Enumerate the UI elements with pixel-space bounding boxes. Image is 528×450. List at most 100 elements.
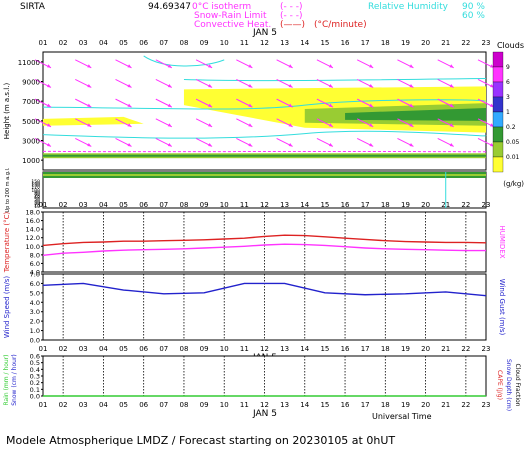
wind-arrowhead <box>449 103 454 108</box>
temperature-panel-tick-label: 14.0 <box>26 226 40 234</box>
wind-arrowhead <box>328 103 333 108</box>
hour-tick-label: 22 <box>461 201 470 209</box>
hour-tick-label: 11 <box>240 401 249 409</box>
wind-arrowhead <box>369 103 374 108</box>
hour-tick-label: 02 <box>59 39 68 47</box>
hour-tick-label: 21 <box>441 39 450 47</box>
hour-tick-label: 17 <box>361 39 370 47</box>
wind-axis-label: Wind Speed (m/s) <box>3 276 11 339</box>
wind-arrowhead <box>208 83 213 88</box>
temperature-panel-tick-label: 4.0 <box>30 269 40 277</box>
hour-tick-label: 17 <box>361 201 370 209</box>
temperature-panel-tick-label: 10.0 <box>26 243 40 251</box>
hour-tick-label: 08 <box>179 345 188 353</box>
site-coord: 94.69347 <box>148 2 191 12</box>
low-height-tick-label: 90 <box>34 190 40 196</box>
rain-panel-tick-label: 0.6 <box>30 353 40 361</box>
wind-arrowhead <box>127 123 132 127</box>
height-tick-label: 9000 <box>22 79 40 87</box>
wind-arrowhead <box>288 64 293 68</box>
hour-tick-label: 19 <box>401 39 410 47</box>
hour-tick-label: 21 <box>441 401 450 409</box>
hour-tick-label: 22 <box>461 39 470 47</box>
wind-panel-tick-label: 1.0 <box>30 327 40 335</box>
temperature-panel-series-temperature <box>42 234 487 247</box>
lowlevel-cloud-band <box>43 174 486 176</box>
colorbar-label: 0.2 <box>506 124 516 131</box>
hour-tick-label: 22 <box>461 401 470 409</box>
wind-arrowhead <box>167 64 172 68</box>
hour-tick-label: 13 <box>280 345 289 353</box>
temperature-panel-tick-label: 6.0 <box>30 260 40 268</box>
rain-panel-tick-label: 0.1 <box>30 386 40 394</box>
wind-panel-tick-label: 4.0 <box>30 299 40 307</box>
hour-tick-label: 06 <box>139 39 148 47</box>
colorbar-cell <box>492 66 504 83</box>
wind-arrowhead <box>248 64 253 68</box>
hour-tick-label: 09 <box>200 345 209 353</box>
hour-tick-label: 18 <box>381 201 390 209</box>
colorbar-cell <box>492 126 504 143</box>
header: SIRTA 94.69347 0°C isotherm (- - -) Snow… <box>20 2 485 30</box>
wind-panel-tick-label: 6.0 <box>30 280 40 288</box>
temperature-panel-tick-label: 12.0 <box>26 234 40 242</box>
rain-axis-label: Rain (mm / hour) <box>3 354 10 405</box>
wind-arrowhead <box>87 103 92 108</box>
low-height-tick-label: 60 <box>34 195 40 201</box>
snowrain-legend-key: (- - -) <box>280 11 303 21</box>
hour-tick-label: 14 <box>300 345 309 353</box>
hour-tick-label: 19 <box>401 201 410 209</box>
lowlevel-axis-label: Up to 200 m a.g.l. <box>5 167 11 212</box>
cloudfraction-axis-label: Cloud Fraction <box>514 364 521 407</box>
wind-arrowhead <box>167 123 172 127</box>
low-height-tick-label: 30 <box>34 201 40 207</box>
colorbar-label: 9 <box>506 64 510 71</box>
wind-arrowhead <box>288 103 293 108</box>
wind-arrowhead <box>127 64 132 68</box>
wind-arrowhead <box>248 123 253 127</box>
hour-tick-label: 08 <box>179 39 188 47</box>
hour-tick-label: 17 <box>361 401 370 409</box>
hour-tick-label: 01 <box>39 345 48 353</box>
hour-tick-label: 23 <box>482 345 491 353</box>
hour-tick-label: 10 <box>220 345 229 353</box>
height-tick-label: 5000 <box>22 118 40 126</box>
snow-axis-label: Snow (cm / hour) <box>11 354 18 406</box>
colorbar-label: 3 <box>506 94 510 101</box>
cloud-patch <box>43 116 144 126</box>
date-label: JAN 5 <box>252 409 277 419</box>
hour-tick-label: 04 <box>99 39 108 47</box>
colorbar-cell <box>492 141 504 158</box>
isotherm-legend-key: (- - -) <box>280 2 303 12</box>
low-height-tick-label: 130 <box>31 183 40 189</box>
wind-arrowhead <box>369 142 374 147</box>
low-height-tick-label: 120 <box>31 184 40 190</box>
hour-tick-label: 15 <box>320 401 329 409</box>
wind-arrowhead <box>328 142 333 147</box>
hour-tick-label: 01 <box>39 39 48 47</box>
hour-tick-label: 15 <box>320 345 329 353</box>
low-height-tick-label: 40 <box>34 199 40 205</box>
rain-panel-tick-label: 0.2 <box>30 379 40 387</box>
rain-panel-tick-label: 0.5 <box>30 359 40 367</box>
hour-tick-label: 10 <box>220 401 229 409</box>
wind-arrowhead <box>369 83 374 88</box>
temperature-panel-tick-label: 8.0 <box>30 251 40 259</box>
colorbar-cell <box>492 96 504 113</box>
wind-arrowhead <box>409 83 414 88</box>
wind-arrowhead <box>248 83 253 88</box>
wind-arrowhead <box>449 123 454 127</box>
low-height-tick-label: 100 <box>31 188 40 194</box>
humidex-axis-label: HUMIDEX <box>498 225 506 258</box>
wind-arrowhead <box>47 123 51 127</box>
colorbar-cell <box>492 156 504 173</box>
wind-panel-tick-label: 3.0 <box>30 308 40 316</box>
convective-unit: (°C/minute) <box>314 20 367 30</box>
rain-panel-tick-label: 0.3 <box>30 373 40 381</box>
hour-tick-label: 16 <box>341 201 350 209</box>
cape-axis-label: CAPE (J/g) <box>496 370 503 400</box>
hour-tick-label: 16 <box>341 345 350 353</box>
hour-tick-label: 06 <box>139 201 148 209</box>
hour-tick-label: 20 <box>421 39 430 47</box>
